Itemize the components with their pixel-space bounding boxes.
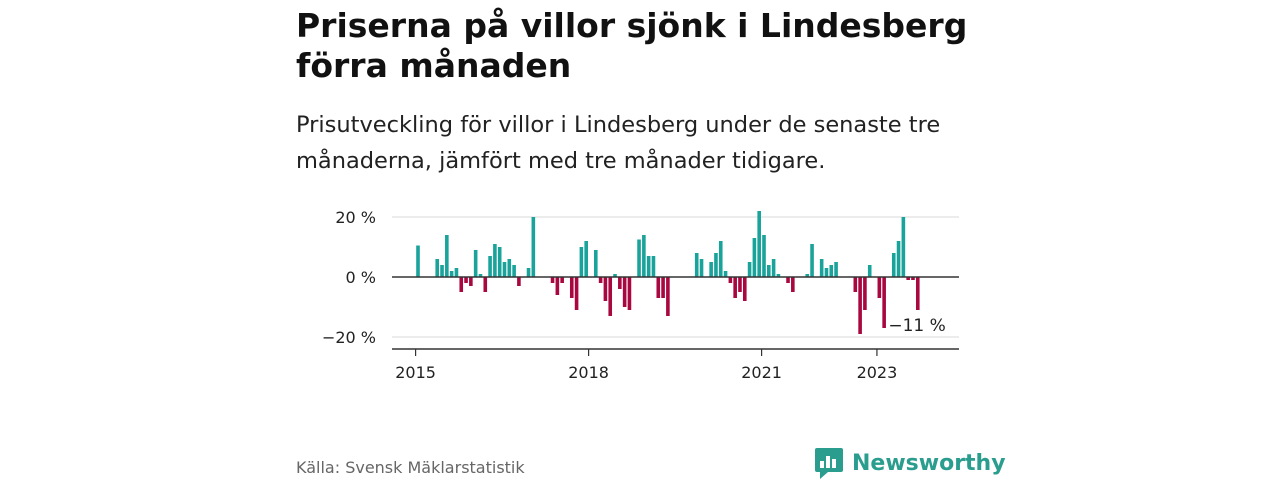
bar bbox=[747, 262, 752, 277]
bar bbox=[819, 259, 824, 277]
bar bbox=[742, 277, 747, 301]
bar-series bbox=[416, 211, 920, 334]
bar bbox=[791, 277, 795, 292]
chart-subtitle: Prisutveckling för villor i Lindesberg u… bbox=[296, 112, 941, 174]
bar bbox=[863, 277, 867, 310]
bar bbox=[618, 277, 622, 289]
bar bbox=[646, 256, 651, 277]
bar bbox=[752, 238, 757, 277]
bar bbox=[834, 262, 838, 277]
bar bbox=[656, 277, 661, 298]
bar bbox=[642, 235, 646, 277]
bar bbox=[776, 274, 781, 277]
bar bbox=[829, 265, 834, 277]
bar bbox=[896, 241, 901, 277]
bar bbox=[531, 217, 536, 277]
bar bbox=[666, 277, 670, 316]
bar bbox=[867, 265, 872, 277]
bar bbox=[882, 277, 886, 328]
bar bbox=[805, 274, 810, 277]
bar bbox=[728, 277, 733, 283]
bar bbox=[651, 256, 656, 277]
x-tick-label: 2021 bbox=[741, 363, 782, 382]
x-tick-label: 2023 bbox=[857, 363, 898, 382]
bar bbox=[569, 277, 574, 298]
bar bbox=[661, 277, 665, 298]
newsworthy-logo-icon bbox=[815, 448, 843, 479]
bar bbox=[416, 245, 420, 277]
bar bbox=[502, 262, 507, 277]
bar bbox=[445, 235, 449, 277]
bar bbox=[738, 277, 742, 292]
y-tick-label: 0 % bbox=[346, 268, 376, 287]
bar bbox=[483, 277, 488, 292]
grid-lines bbox=[392, 216, 959, 338]
y-tick-label: 20 % bbox=[335, 208, 376, 227]
bar bbox=[714, 253, 718, 277]
bar bbox=[449, 271, 454, 277]
source-note: Källa: Svensk Mäklarstatistik bbox=[296, 458, 525, 477]
bar bbox=[733, 277, 737, 298]
bar bbox=[901, 217, 906, 277]
y-tick-label: −20 % bbox=[322, 328, 376, 347]
bar bbox=[440, 265, 444, 277]
bar bbox=[637, 239, 641, 277]
bar bbox=[810, 244, 814, 277]
bar bbox=[622, 277, 627, 307]
bar bbox=[469, 277, 473, 286]
bar bbox=[478, 274, 483, 277]
bar bbox=[915, 277, 920, 310]
axes bbox=[392, 276, 959, 356]
bar bbox=[512, 265, 516, 277]
bar bbox=[718, 241, 723, 277]
bar bbox=[574, 277, 579, 310]
bar bbox=[824, 268, 829, 277]
bar bbox=[723, 271, 728, 277]
bar bbox=[757, 211, 761, 277]
brand-name: Newsworthy bbox=[852, 450, 1006, 476]
bar bbox=[771, 259, 776, 277]
bar bbox=[550, 277, 555, 283]
bar bbox=[906, 277, 910, 280]
bar bbox=[603, 277, 608, 301]
bar bbox=[786, 277, 790, 283]
tick-labels: 20 % 0 % −20 % 2015 2018 2021 2023 −11 % bbox=[322, 208, 946, 382]
last-value-label: −11 % bbox=[888, 316, 945, 336]
bar bbox=[579, 247, 584, 277]
bar bbox=[877, 277, 882, 298]
bar bbox=[694, 253, 699, 277]
bar bbox=[464, 277, 468, 283]
newsworthy-logo: Newsworthy bbox=[814, 446, 1006, 480]
bar bbox=[891, 253, 896, 277]
bar bbox=[853, 277, 858, 292]
bar bbox=[699, 259, 704, 277]
bar bbox=[911, 277, 915, 280]
x-tick-label: 2015 bbox=[395, 363, 436, 382]
x-tick-label: 2018 bbox=[568, 363, 609, 382]
bar bbox=[497, 247, 502, 277]
bar bbox=[594, 250, 598, 277]
bar bbox=[555, 277, 560, 295]
bar bbox=[435, 259, 440, 277]
bar bbox=[598, 277, 603, 283]
bar bbox=[488, 256, 492, 277]
bar bbox=[560, 277, 564, 283]
bar bbox=[767, 265, 771, 277]
bar bbox=[613, 274, 617, 277]
bar bbox=[627, 277, 632, 310]
bar bbox=[473, 250, 478, 277]
bar bbox=[608, 277, 613, 316]
bar bbox=[584, 241, 588, 277]
bar bbox=[507, 259, 512, 277]
bar bbox=[709, 262, 713, 277]
bar bbox=[517, 277, 521, 286]
bar bbox=[454, 268, 459, 277]
bar bbox=[459, 277, 464, 292]
bar bbox=[762, 235, 766, 277]
chart-title: Priserna på villor sjönk i Lindesberg fö… bbox=[296, 6, 968, 85]
bar bbox=[493, 244, 497, 277]
bar bbox=[858, 277, 862, 334]
bar bbox=[526, 268, 531, 277]
bar-chart: 20 % 0 % −20 % 2015 2018 2021 2023 −11 % bbox=[322, 208, 959, 382]
